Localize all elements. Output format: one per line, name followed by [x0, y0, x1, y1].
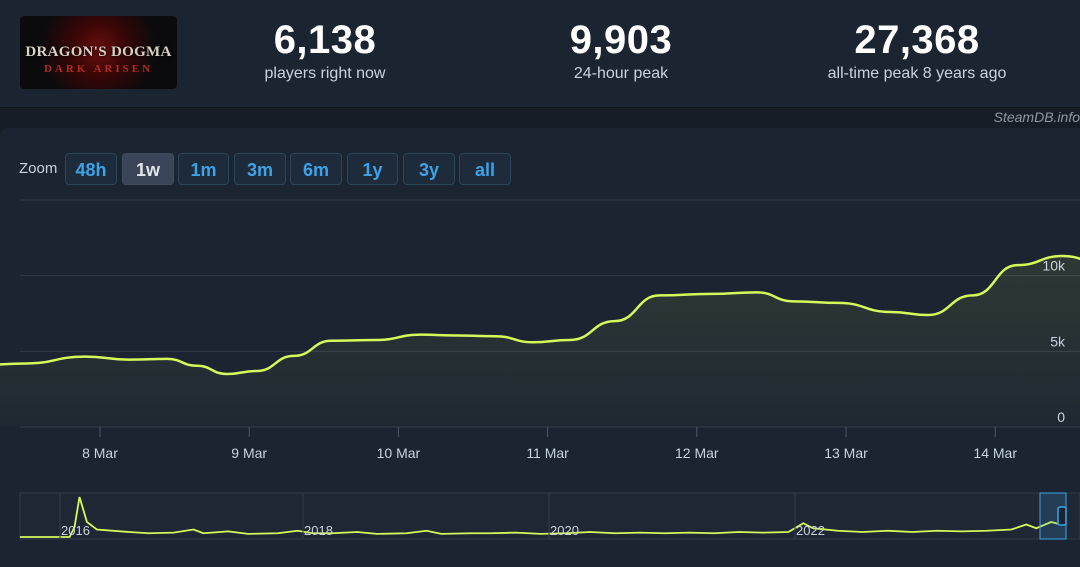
- game-logo[interactable]: DRAGON'S DOGMA DARK ARISEN: [20, 16, 177, 89]
- zoom-button-3y[interactable]: 3y: [403, 153, 455, 185]
- zoom-button-1y[interactable]: 1y: [347, 153, 398, 185]
- x-tick-label: 10 Mar: [377, 445, 421, 461]
- navigator-series: [20, 496, 1067, 538]
- steamdb-credit[interactable]: SteamDB.info: [993, 109, 1080, 125]
- x-tick-label: 14 Mar: [973, 445, 1017, 461]
- y-tick-label: 10k: [1042, 258, 1066, 274]
- stat-current-players: 6,138 players right now: [195, 16, 455, 84]
- navigator-year-label: 2018: [304, 523, 333, 538]
- navigator-handle[interactable]: [1057, 506, 1067, 526]
- stat-value: 27,368: [854, 18, 980, 62]
- series-area: [0, 255, 1080, 427]
- logo-subtitle: DARK ARISEN: [43, 63, 154, 75]
- y-axis-ticks: 0 5k 10k: [1042, 258, 1066, 425]
- navigator-year-label: 2020: [550, 523, 579, 538]
- x-tick-label: 13 Mar: [824, 445, 868, 461]
- zoom-button-3m[interactable]: 3m: [234, 153, 286, 185]
- logo-title: DRAGON'S DOGMA: [25, 44, 172, 60]
- zoom-button-all[interactable]: all: [459, 153, 511, 185]
- navigator[interactable]: 2016 2018 2020 2022: [19, 492, 1080, 540]
- zoom-button-6m[interactable]: 6m: [290, 153, 342, 185]
- stat-all-time-peak: 27,368 all-time peak 8 years ago: [787, 16, 1047, 84]
- zoom-button-1w[interactable]: 1w: [122, 153, 174, 185]
- x-tick-label: 8 Mar: [82, 445, 118, 461]
- logo-dragon-emblem: [20, 16, 177, 89]
- x-tick-label: 9 Mar: [231, 445, 267, 461]
- zoom-label: Zoom: [19, 160, 58, 177]
- header: DRAGON'S DOGMA DARK ARISEN 6,138 players…: [0, 0, 1080, 108]
- x-tick-label: 12 Mar: [675, 445, 719, 461]
- stat-value: 6,138: [273, 18, 377, 62]
- navigator-year-label: 2016: [61, 523, 90, 538]
- stat-label: 24-hour peak: [573, 65, 669, 82]
- series-players: [0, 254, 1080, 376]
- stat-24h-peak: 9,903 24-hour peak: [491, 16, 751, 84]
- y-tick-label: 0: [1057, 409, 1065, 425]
- stat-label: players right now: [264, 65, 386, 82]
- chart-area: [0, 255, 1080, 427]
- zoom-button-48h[interactable]: 48h: [65, 153, 117, 185]
- stat-label: all-time peak 8 years ago: [827, 65, 1007, 82]
- navigator-year-label: 2022: [796, 523, 825, 538]
- stat-value: 9,903: [569, 18, 673, 62]
- y-tick-label: 5k: [1050, 333, 1066, 349]
- zoom-button-1m[interactable]: 1m: [178, 153, 229, 185]
- x-tick-label: 11 Mar: [526, 445, 569, 461]
- chart-series-line: [0, 254, 1080, 376]
- x-axis-ticks: 8 Mar 9 Mar 10 Mar 11 Mar 12 Mar 13 Mar 14 Mar: [82, 427, 1017, 461]
